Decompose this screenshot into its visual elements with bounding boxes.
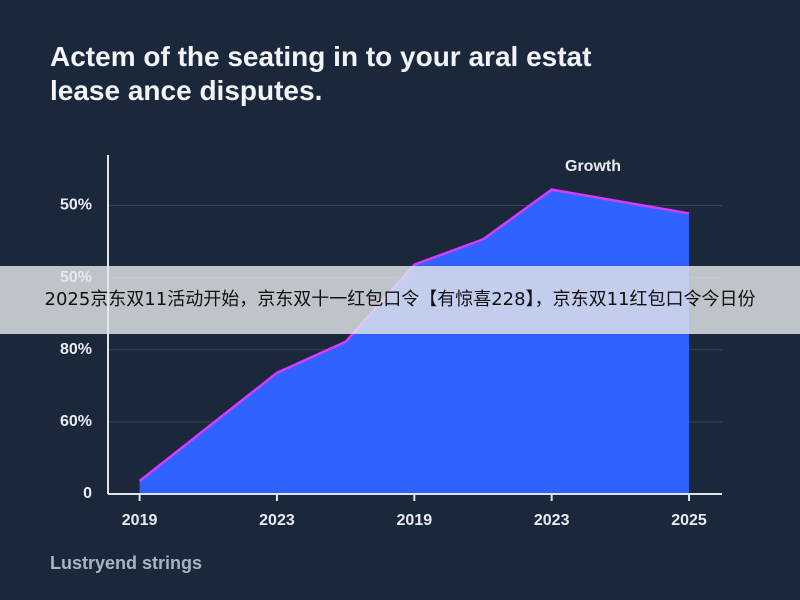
y-tick-label: 60% [60, 413, 92, 430]
y-tick-label: 80% [60, 341, 92, 358]
x-tick-label: 2023 [534, 512, 570, 529]
x-tick-label: 2019 [397, 512, 433, 529]
line [138, 188, 690, 482]
banner: 2025京东双11活动开始，京东双十一红包口令【有惊喜228】，京东双11红包口… [0, 266, 800, 334]
x-tick-label: 2019 [122, 512, 158, 529]
x-tick-label: 2023 [259, 512, 295, 529]
y-tick-label: 50% [60, 197, 92, 214]
y-tick-label: 0 [83, 485, 92, 502]
chart-title: Actem of the seating in to your aral est… [50, 41, 592, 106]
annotation: Growth [565, 158, 621, 175]
x-tick-label: 2025 [671, 512, 707, 529]
area [139, 189, 690, 494]
footer: Lustryend strings [50, 553, 202, 573]
